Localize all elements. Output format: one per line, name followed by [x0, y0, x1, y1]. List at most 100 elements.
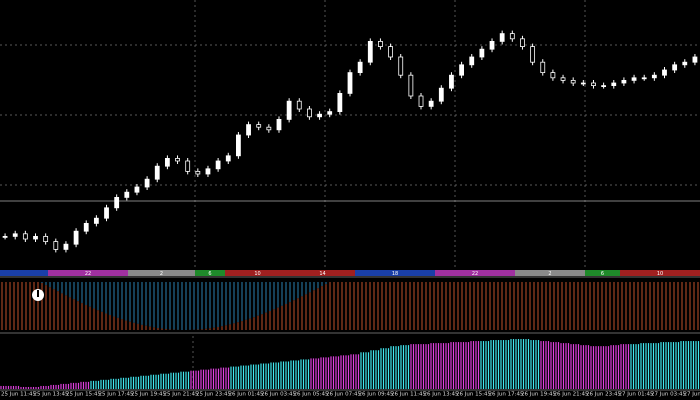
- candle: [83, 222, 89, 232]
- session-label: 22: [85, 271, 91, 277]
- candle: [651, 74, 657, 79]
- candle: [246, 124, 251, 136]
- candle: [682, 61, 688, 66]
- time-label: 25 Jun 15:45: [66, 392, 101, 398]
- candle: [307, 108, 312, 118]
- candle: [164, 157, 170, 167]
- candle: [611, 82, 617, 86]
- time-label: 25 Jun 11:45: [1, 392, 36, 398]
- time-label: 26 Jun 01:45: [229, 392, 264, 398]
- time-label: 27 Jun 03:45: [651, 392, 686, 398]
- candle: [195, 170, 201, 175]
- candle: [509, 33, 515, 40]
- candle: [144, 178, 150, 188]
- candle: [12, 233, 18, 237]
- time-label: 25 Jun 21:45: [164, 392, 199, 398]
- session-segment: [128, 270, 195, 276]
- session-segment: [585, 270, 620, 276]
- candle: [692, 56, 698, 63]
- candle: [236, 134, 241, 157]
- candle: [601, 85, 607, 87]
- time-label: 25 Jun 13:45: [34, 392, 69, 398]
- time-label: 26 Jun 21:45: [554, 392, 589, 398]
- candle: [63, 243, 69, 250]
- candle: [22, 233, 28, 240]
- candle: [469, 56, 475, 66]
- candle: [286, 100, 292, 120]
- time-label: 26 Jun 19:45: [521, 392, 556, 398]
- candle: [550, 72, 556, 79]
- candle: [662, 69, 667, 76]
- candle: [337, 93, 343, 113]
- candle: [276, 119, 282, 131]
- candle: [499, 33, 505, 42]
- time-label: 26 Jun 07:45: [326, 392, 361, 398]
- session-label: 2: [160, 271, 163, 277]
- session-segment: [48, 270, 128, 276]
- time-label: 26 Jun 13:45: [424, 392, 459, 398]
- candle: [428, 100, 434, 107]
- candle: [53, 241, 59, 250]
- candle: [560, 77, 566, 81]
- candle: [591, 82, 596, 86]
- time-label: 26 Jun 11:45: [391, 392, 426, 398]
- candle: [317, 113, 322, 118]
- candle: [225, 155, 231, 162]
- candle: [641, 77, 647, 80]
- candle: [93, 217, 99, 224]
- session-label: 10: [657, 271, 663, 277]
- time-label: 26 Jun 09:45: [359, 392, 394, 398]
- candle: [520, 38, 525, 47]
- time-label: 26 Jun 17:45: [489, 392, 524, 398]
- session-label: 18: [392, 271, 398, 277]
- candle: [347, 72, 353, 94]
- candle: [438, 87, 444, 102]
- time-label: 26 Jun 23:45: [586, 392, 621, 398]
- time-label: 26 Jun 15:45: [456, 392, 491, 398]
- candle: [418, 95, 424, 107]
- candle: [327, 111, 333, 115]
- candle: [479, 48, 485, 58]
- candle: [114, 196, 120, 209]
- session-label: 22: [472, 271, 478, 277]
- candle: [2, 235, 8, 238]
- candle: [266, 126, 272, 131]
- session-segment: [355, 270, 435, 276]
- alert-icon-mark: [37, 290, 39, 297]
- candle: [124, 191, 130, 198]
- candle: [621, 80, 627, 84]
- candle: [570, 80, 576, 84]
- time-label: 25 Jun 23:45: [196, 392, 231, 398]
- session-segment: [290, 270, 355, 276]
- oscillator-panel: [1, 282, 699, 330]
- time-label: 27 Jun 05:45: [684, 392, 700, 398]
- time-label: 27 Jun 01:45: [619, 392, 654, 398]
- time-label: 26 Jun 03:45: [261, 392, 296, 398]
- candle: [449, 74, 454, 89]
- candle: [459, 64, 464, 76]
- candle: [367, 41, 373, 63]
- candle: [398, 56, 404, 76]
- candle: [530, 46, 536, 63]
- candle: [489, 41, 495, 50]
- candle: [378, 41, 383, 48]
- candle: [175, 157, 180, 162]
- candle: [185, 160, 191, 172]
- candle: [540, 61, 546, 74]
- session-label: 2: [548, 271, 551, 277]
- candle: [580, 82, 586, 85]
- candle: [104, 207, 109, 219]
- candle: [33, 235, 38, 240]
- session-segment: [225, 270, 290, 276]
- candle: [672, 64, 678, 71]
- candle: [154, 165, 160, 180]
- session-label: 6: [208, 271, 211, 277]
- candle: [256, 124, 262, 128]
- time-label: 26 Jun 05:45: [294, 392, 329, 398]
- session-segment: [0, 270, 48, 276]
- candle: [134, 186, 140, 193]
- session-segment: [435, 270, 515, 276]
- candle: [215, 160, 221, 170]
